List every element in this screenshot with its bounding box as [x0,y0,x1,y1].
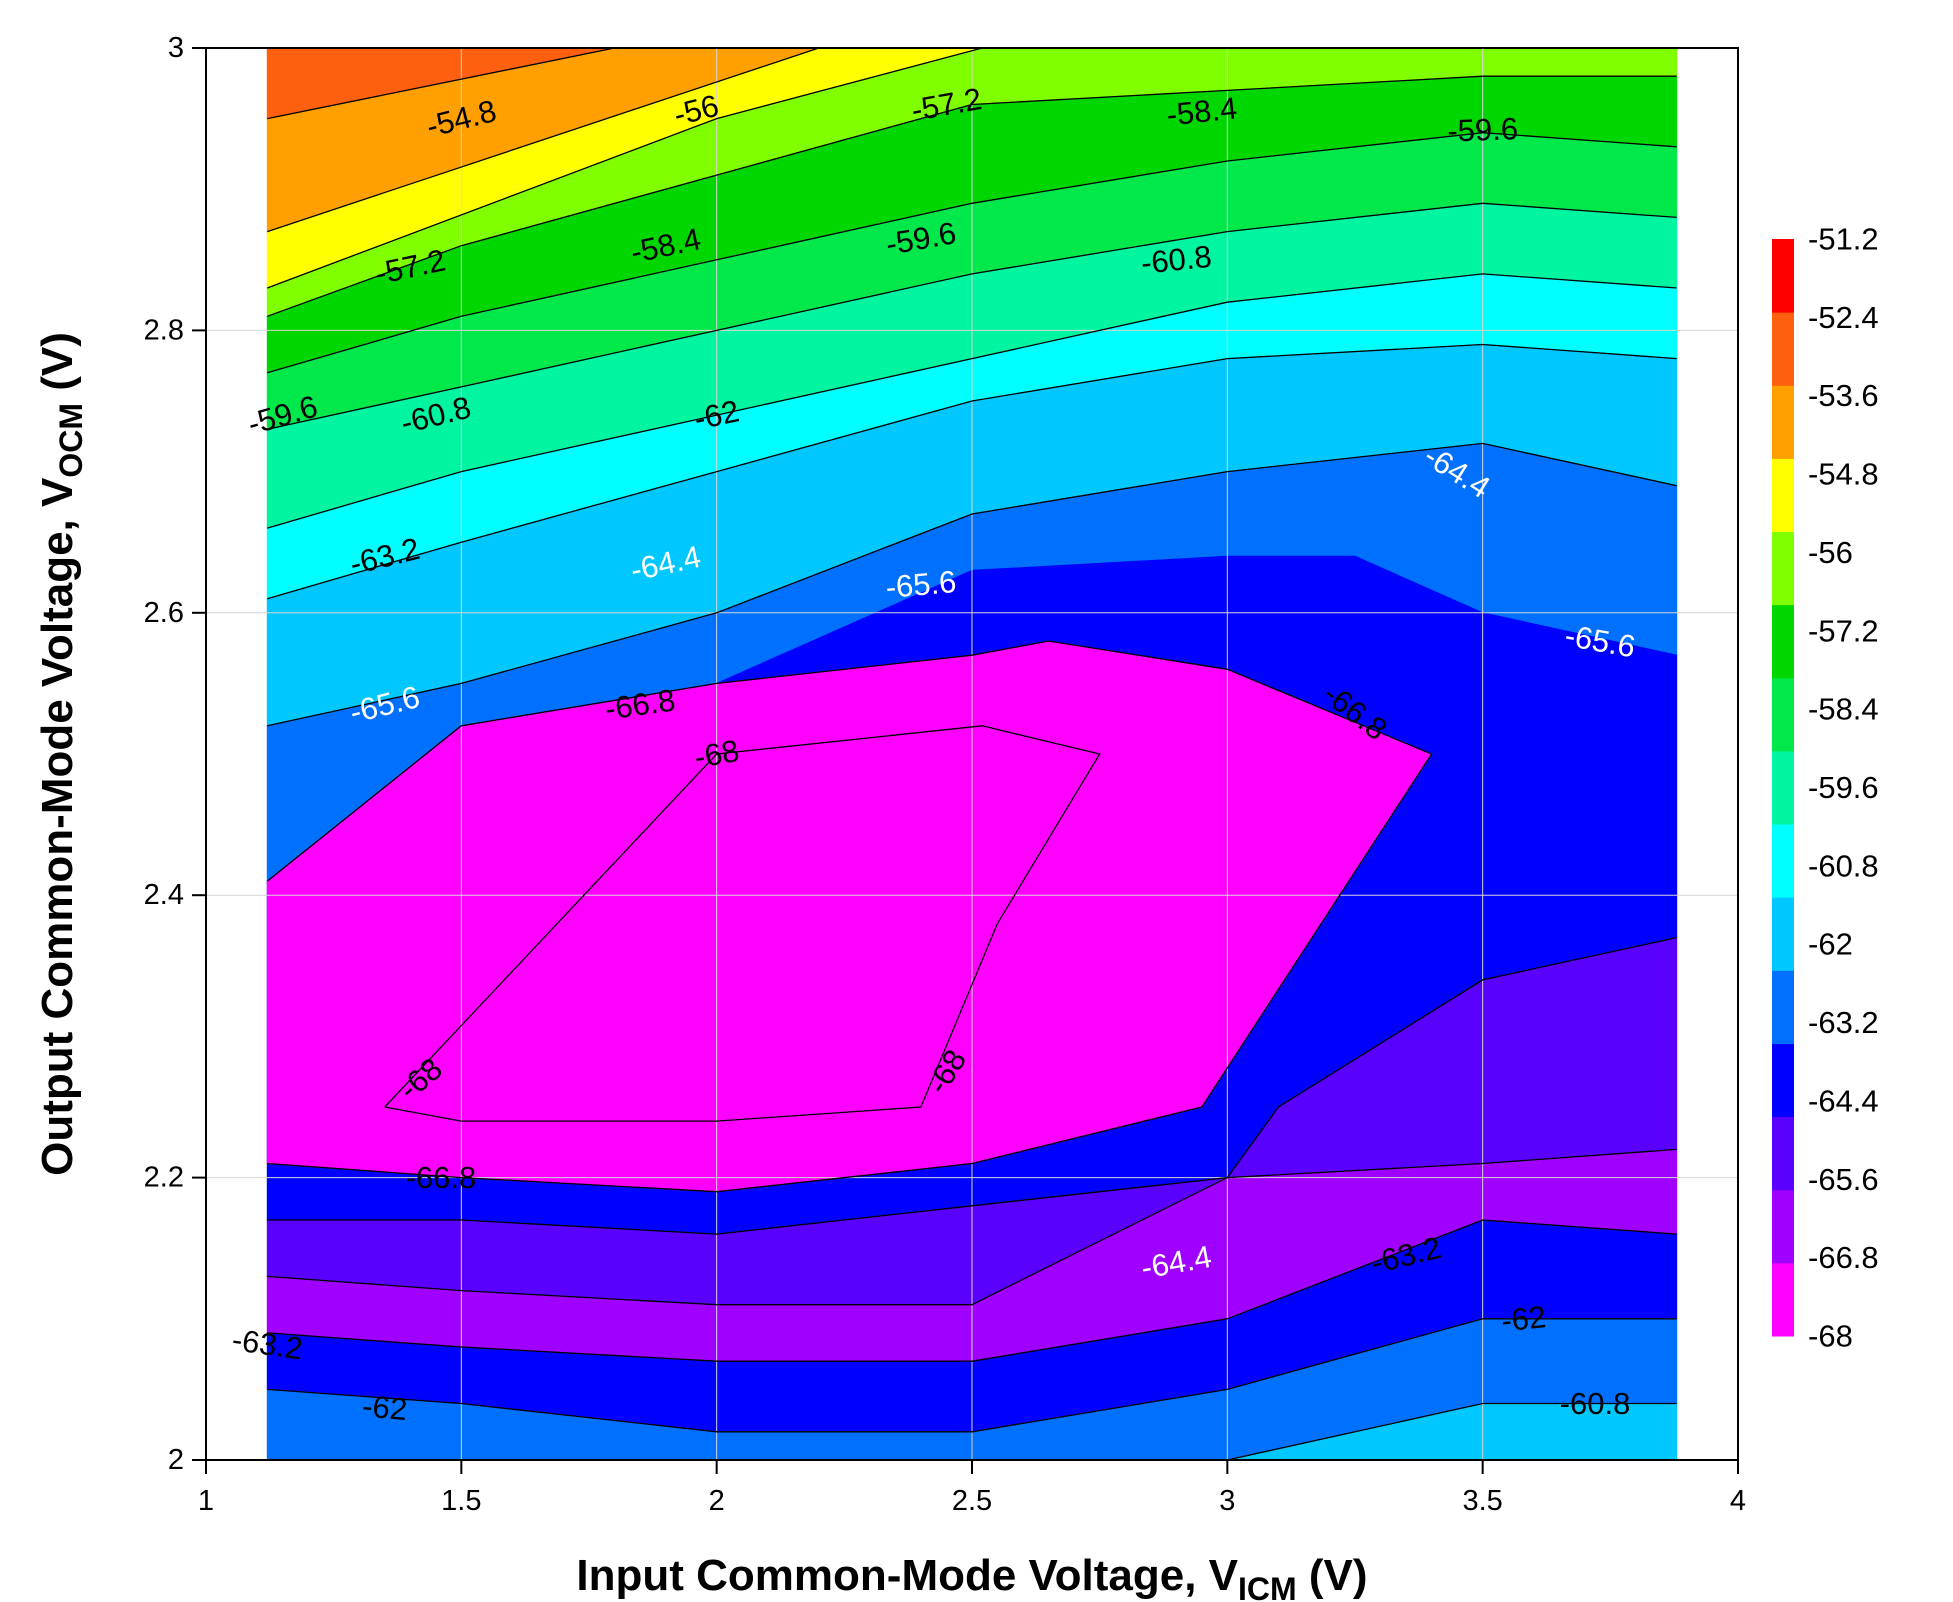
contour-line [267,1318,1677,1433]
contour-label: -65.6 [884,564,957,605]
colorbar-label: -64.4 [1808,1083,1879,1118]
contour-line [267,273,1677,529]
y-tick-label: 2 [168,1444,184,1476]
contour-label: -66.8 [406,1160,477,1195]
colorbar-label: -65.6 [1808,1162,1879,1197]
contour-line [266,640,1433,1193]
y-tick-label: 3 [168,32,184,64]
colorbar-swatch [1772,677,1794,752]
contour-label: -68 [692,733,742,775]
colorbar-label: -57.2 [1808,613,1879,648]
contour-line [267,48,615,120]
y-axis: 2 2.2 2.4 2.6 2.8 3 [144,32,206,1476]
colorbar-label: -54.8 [1808,457,1879,492]
contour-line [267,202,1677,430]
x-tick-label: 1.5 [441,1485,481,1517]
y-tick-label: 2.2 [144,1162,184,1194]
colorbar-label: -51.2 [1808,222,1879,257]
y-tick-label: 2.8 [144,314,184,346]
colorbar-label: -58.4 [1808,692,1879,727]
x-tick-label: 2.5 [952,1485,992,1517]
colorbar-swatch [1772,824,1794,898]
colorbar-label: -63.2 [1808,1005,1879,1040]
colorbar-label: -68 [1808,1319,1853,1354]
contour-line [267,936,1677,1235]
y-tick-label: 2.4 [144,879,184,911]
contour-line [267,75,1677,317]
colorbar-swatch [1772,458,1794,533]
colorbar-swatch [1772,1189,1794,1264]
contour-label: -58.4 [1165,90,1239,132]
contour-line [267,442,1677,727]
colorbar-swatch [1772,604,1794,679]
colorbar-label: -52.4 [1808,300,1879,335]
colorbar-swatch [1772,531,1794,606]
contour-label: -59.6 [1447,111,1519,148]
y-tick-label: 2.6 [144,597,184,629]
x-axis-title: Input Common-Mode Voltage, VICM (V) [576,1551,1367,1602]
colorbar-label: -56 [1808,535,1853,570]
colorbar-swatch [1772,385,1794,459]
contour-label: -60.8 [1139,239,1213,281]
colorbar-label: -66.8 [1808,1240,1879,1275]
colorbar-swatch [1772,1116,1794,1191]
contour-line [267,343,1677,600]
x-tick-label: 4 [1730,1485,1746,1517]
colorbar-swatch [1772,750,1794,825]
x-tick-label: 3.5 [1463,1485,1503,1517]
x-tick-label: 2 [709,1485,725,1517]
colorbar-swatch [1772,312,1794,386]
contour-label: -62 [1499,1299,1547,1338]
contour-label: -60.8 [1560,1386,1631,1421]
x-axis: 1 1.5 2 2.5 3 3.5 4 [198,1460,1746,1517]
colorbar-label: -62 [1808,927,1853,962]
y-axis-title: Output Common-Mode Voltage, VOCM (V) [33,332,89,1176]
colorbar-swatch [1772,1043,1794,1118]
colorbar-swatch [1772,970,1794,1044]
colorbar-swatch [1772,239,1794,313]
contour-line [1227,1402,1677,1460]
colorbar-legend: -51.2 -52.4 -53.6 -54.8 -56 -57.2 -58.4 -59.6 -6… [1772,222,1879,1354]
colorbar-swatch [1772,1262,1794,1337]
contour-line [267,1219,1677,1362]
contour-label: -62 [361,1388,409,1427]
contour-line [384,725,1101,1122]
contour-lines [266,48,1677,1460]
contour-line [267,132,1677,374]
colorbar-label: -59.6 [1808,770,1879,805]
x-tick-label: 1 [198,1485,214,1517]
contour-line [267,48,983,289]
x-tick-label: 3 [1219,1485,1235,1517]
colorbar-swatch [1772,897,1794,971]
contour-line [267,48,820,233]
contour-line [267,1148,1677,1306]
colorbar-label: -53.6 [1808,378,1879,413]
colorbar-label: -60.8 [1808,848,1879,883]
